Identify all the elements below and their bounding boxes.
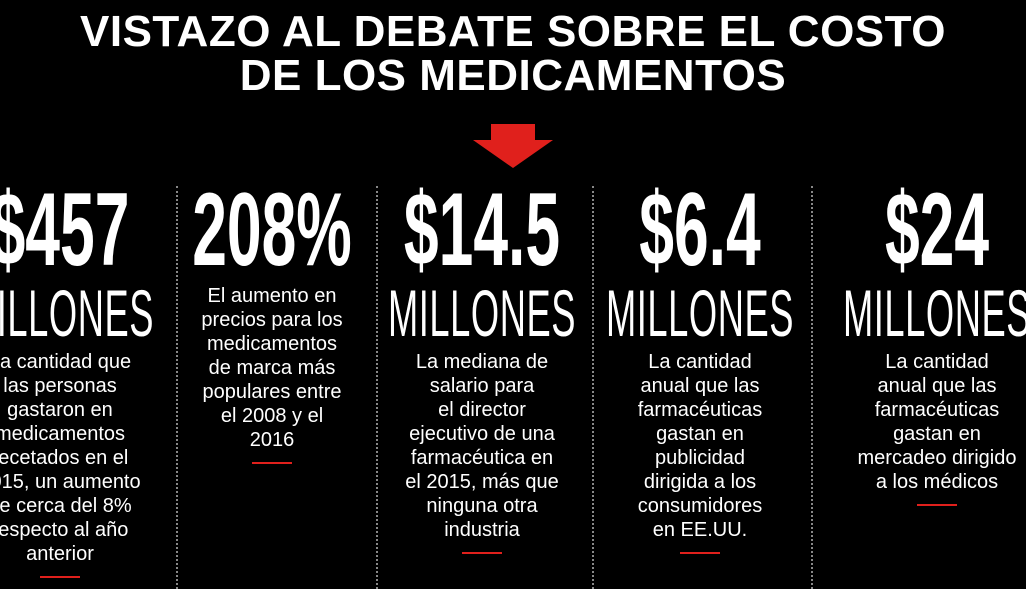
stat-description: El aumento en precios para los medicamento…: [152, 284, 392, 452]
description-line: el director: [438, 399, 526, 421]
description-line: de cerca del 8%: [0, 495, 132, 517]
description-line: La mediana de: [415, 351, 549, 373]
description-line: medicamentos: [0, 423, 126, 445]
description-line: de marca más: [208, 357, 336, 379]
description-line: gastaron en: [7, 399, 113, 421]
description-line: anterior: [26, 543, 94, 565]
red-rule: [462, 552, 502, 554]
description-line: consumidores: [637, 495, 763, 517]
description-line: mercadeo dirigido: [857, 447, 1017, 469]
stat-figure: $24: [884, 172, 990, 288]
description-line: gastan en: [893, 423, 981, 445]
description-line: La cantidad: [885, 351, 989, 373]
stat-figure: $14.5: [403, 172, 561, 288]
red-rule: [40, 576, 80, 578]
stat-unit: MILLONES: [388, 276, 576, 350]
description-line: La cantidad que: [0, 351, 132, 373]
description-line: gastan en: [656, 423, 744, 445]
description-line: medicamentos: [206, 333, 338, 355]
description-line: las personas: [3, 375, 117, 397]
stat-description: La cantidad que las personas gastaron en me…: [0, 350, 180, 566]
stat-unit: MILLONES: [606, 276, 794, 350]
stat-panel: 208% El aumento en precios para los medicam…: [152, 178, 392, 464]
description-line: populares entre: [202, 381, 342, 403]
stat-figure: $6.4: [639, 172, 761, 288]
stat-figure: 208%: [192, 172, 352, 288]
stat-description: La mediana de salario para el director ejec…: [362, 350, 602, 542]
description-line: respecto al año: [0, 519, 129, 541]
red-rule: [252, 462, 292, 464]
description-line: ninguna otra: [426, 495, 538, 517]
separator: [592, 186, 594, 589]
description-line: en EE.UU.: [652, 519, 748, 541]
description-line: La cantidad: [648, 351, 752, 373]
description-line: 2016: [249, 429, 295, 451]
separator: [376, 186, 378, 589]
stat-description: La cantidad anual que las farmacéuticas gas…: [580, 350, 820, 542]
description-line: el 2015, más que: [405, 471, 559, 493]
description-line: farmacéutica en: [410, 447, 554, 469]
description-line: a los médicos: [875, 471, 999, 493]
description-line: salario para: [429, 375, 535, 397]
description-line: ejecutivo de una: [409, 423, 555, 445]
description-line: dirigida a los: [643, 471, 757, 493]
description-line: anual que las: [877, 375, 997, 397]
description-line: 2015, un aumento: [0, 471, 141, 493]
description-line: farmacéuticas: [637, 399, 763, 421]
description-line: recetados en el: [0, 447, 129, 469]
description-line: precios para los: [201, 309, 343, 331]
description-line: anual que las: [640, 375, 760, 397]
stat-description: La cantidad anual que las farmacéuticas gas…: [817, 350, 1026, 494]
description-line: el 2008 y el: [220, 405, 324, 427]
description-line: industria: [444, 519, 520, 541]
title-line: VISTAZO AL DEBATE SOBRE EL COSTO: [80, 7, 946, 56]
description-line: El aumento en: [207, 285, 337, 307]
red-rule: [680, 552, 720, 554]
title-line: DE LOS MEDICAMENTOS: [239, 51, 787, 100]
title: VISTAZO AL DEBATE SOBRE EL COSTO DE LOS M…: [0, 10, 1026, 98]
stat-panel: $14.5 MILLONES La mediana de salario para el…: [362, 178, 602, 554]
stat-panel: $24 MILLONES La cantidad anual que las farma…: [817, 178, 1026, 506]
red-rule: [917, 504, 957, 506]
description-line: publicidad: [654, 447, 746, 469]
stat-figure: $457: [0, 172, 130, 288]
stat-unit: MILLONES: [0, 276, 154, 350]
arrow: [473, 124, 553, 168]
stat-unit: MILLONES: [843, 276, 1026, 350]
separator: [811, 186, 813, 589]
description-line: farmacéuticas: [874, 399, 1000, 421]
separator: [176, 186, 178, 589]
stat-panel: $6.4 MILLONES La cantidad anual que las farm…: [580, 178, 820, 554]
